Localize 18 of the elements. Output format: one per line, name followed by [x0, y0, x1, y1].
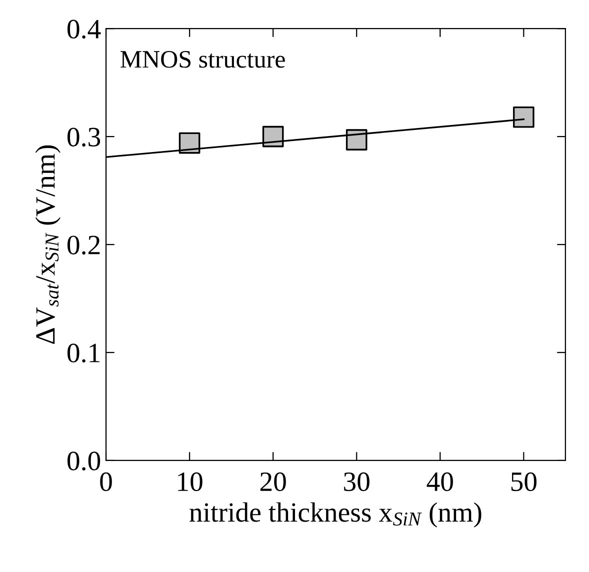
x-tick-label: 30 [344, 472, 370, 492]
x-tick-label: 10 [178, 472, 202, 492]
y-tick-label: 0.2 [67, 236, 100, 255]
point [513, 106, 534, 128]
y-tick-label: 0.0 [67, 452, 100, 470]
y-axis-title: ΔV$_{sat}$/x$_{SiN}$ (V/nm) [35, 145, 61, 344]
annotation: MNOS structure [120, 50, 285, 68]
x-tick-label: 50 [511, 472, 537, 492]
point [178, 132, 200, 154]
point [346, 129, 368, 150]
point [262, 126, 284, 148]
x-tick-label: 40 [426, 472, 453, 492]
y-tick-label: 0.3 [67, 128, 100, 147]
x-tick-label: 0 [100, 472, 112, 492]
y-tick-label: 0.1 [67, 344, 100, 363]
x-tick-label: 20 [260, 472, 286, 492]
x-axis-title: nitride thickness x$_{SiN}$ (nm) [190, 502, 482, 528]
y-tick-label: 0.4 [67, 20, 101, 39]
